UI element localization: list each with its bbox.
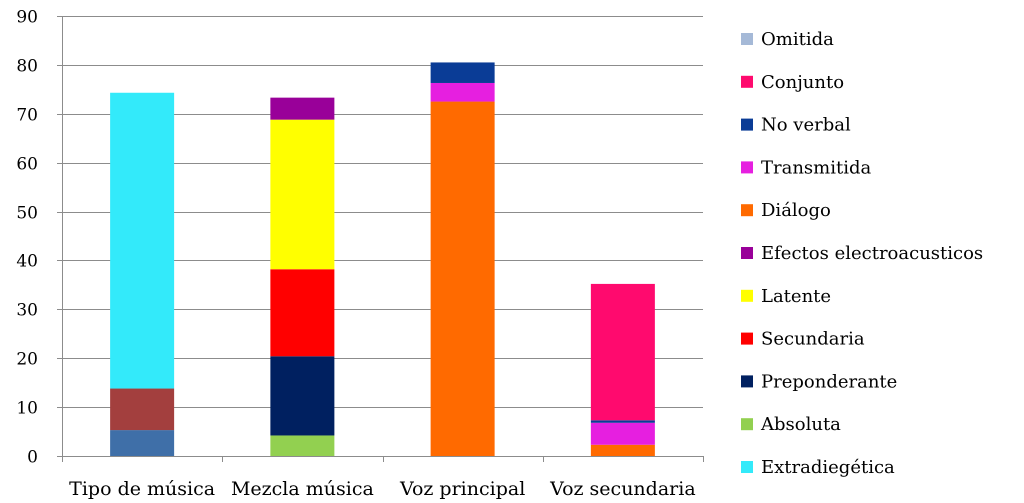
bar-segment xyxy=(110,388,175,431)
y-tick-label: 10 xyxy=(16,399,38,419)
legend-label: No verbal xyxy=(761,115,851,136)
legend-swatch xyxy=(741,461,753,473)
bars xyxy=(110,62,655,457)
legend-swatch xyxy=(741,418,753,431)
legend-label: Extradiegética xyxy=(761,457,895,478)
y-tick-label: 90 xyxy=(16,8,38,28)
bar-segment xyxy=(110,430,175,456)
x-category-label: Voz principal xyxy=(399,478,525,500)
legend-label: Preponderante xyxy=(761,371,897,392)
axes: 0 10 20 30 40 50 60 70 80 90 Tipo de música Mezcla … xyxy=(16,8,704,500)
y-tick-label: 60 xyxy=(16,155,38,175)
bar-segment-no-verbal xyxy=(590,420,655,423)
legend-swatch xyxy=(741,289,753,302)
y-tick-label: 80 xyxy=(16,57,38,77)
bar-segment-conjunto xyxy=(590,283,655,421)
y-tick-label: 70 xyxy=(16,106,38,126)
legend-label: Latente xyxy=(761,286,831,307)
legend-swatch xyxy=(741,204,753,217)
bar-segment-absoluta xyxy=(270,435,335,456)
bar-segment-diálogo xyxy=(430,101,495,457)
x-category-label: Mezcla música xyxy=(231,478,374,500)
legend-label: Omitida xyxy=(761,29,834,50)
legend-swatch xyxy=(741,33,753,45)
bar-segment-no-verbal xyxy=(430,62,495,83)
legend-swatch xyxy=(741,332,753,345)
y-tick-label: 20 xyxy=(16,350,38,370)
legend-swatch xyxy=(741,75,753,88)
bar-segment-secundaria xyxy=(270,269,335,357)
bar-segment-transmitida xyxy=(590,422,655,445)
y-tick-label: 40 xyxy=(16,252,38,272)
legend-label: Secundaria xyxy=(761,329,865,350)
bar-segment-efectos-electroacusticos xyxy=(270,97,335,120)
legend-label: Efectos electroacusticos xyxy=(761,243,983,264)
legend-swatch xyxy=(741,375,753,388)
legend-label: Absoluta xyxy=(760,414,841,435)
x-category-label: Voz secundaria xyxy=(549,478,696,500)
bar-segment-extradiegética xyxy=(110,92,175,389)
y-tick-label: 50 xyxy=(16,204,38,224)
legend-label: Transmitida xyxy=(761,157,872,178)
legend-swatch xyxy=(741,247,753,259)
legend-label: Conjunto xyxy=(761,72,844,93)
bar-segment-preponderante xyxy=(270,356,335,436)
x-category-label: Tipo de música xyxy=(69,478,215,500)
bar-segment-latente xyxy=(270,119,335,270)
legend-label: Diálogo xyxy=(761,200,831,221)
bar-segment-diálogo xyxy=(590,444,655,456)
legend-swatch xyxy=(741,161,753,174)
y-tick-label: 30 xyxy=(16,301,38,321)
legend: Omitida Conjunto No verbal Transmitida Diálo… xyxy=(741,29,983,478)
legend-swatch xyxy=(741,118,753,131)
y-tick-label: 0 xyxy=(27,448,38,468)
bar-segment-transmitida xyxy=(430,82,495,102)
